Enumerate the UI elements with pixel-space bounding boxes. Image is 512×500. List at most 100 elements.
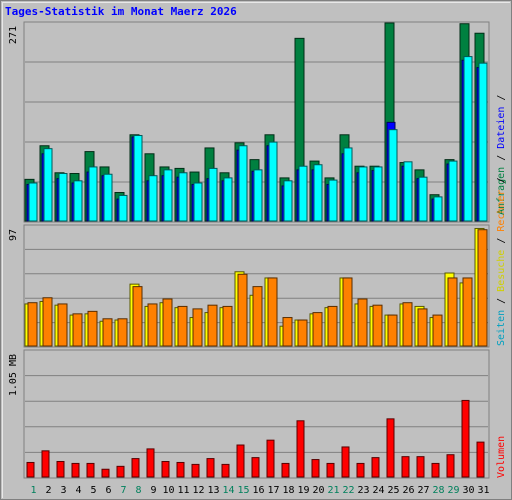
bar-volume-volumen-5 [86,462,95,478]
x-tick-label: 17 [267,485,279,496]
bar-requests-seiten-29 [448,160,458,222]
bar-volume-volumen-9 [146,448,155,478]
legend-group: Anfragen / Dateien / [496,95,507,215]
bar-requests-seiten-19 [298,165,308,222]
x-tick-label: 3 [60,485,66,496]
bar-volume-volumen-23 [356,462,365,478]
bar-volume-volumen-21 [326,462,335,478]
bar-volume-volumen-28 [431,462,440,478]
x-tick-label: 24 [372,485,384,496]
legend-separator: / [496,292,507,310]
x-tick-label: 27 [417,485,429,496]
bar-visits-rechner-14 [222,305,233,347]
bar-volume-volumen-15 [236,444,245,478]
bar-requests-seiten-15 [238,145,248,222]
series-volumen [26,399,485,478]
x-tick-label: 15 [237,485,249,496]
bar-visits-rechner-8 [132,286,143,347]
bar-volume-volumen-6 [101,468,110,478]
x-tick-label: 16 [252,485,264,496]
legend-besuche: Besuche [496,250,507,292]
bar-requests-seiten-23 [358,166,368,222]
bar-visits-rechner-3 [57,303,68,347]
x-tick-label: 18 [282,485,294,496]
bar-visits-rechner-6 [102,318,113,347]
bar-requests-seiten-3 [58,173,68,222]
bar-visits-rechner-28 [432,314,443,347]
legend: Anfragen / Dateien / Seiten / Besuche / … [496,95,507,478]
x-tick-label: 5 [90,485,96,496]
x-tick-label: 20 [312,485,324,496]
x-tick-label: 30 [462,485,474,496]
bar-volume-volumen-12 [191,463,200,478]
bar-visits-rechner-18 [282,317,293,347]
x-tick-label: 8 [135,485,141,496]
bar-volume-volumen-27 [416,456,425,478]
bar-volume-volumen-17 [266,439,275,478]
bar-volume-volumen-13 [206,458,215,478]
x-tick-label: 1 [30,485,36,496]
bar-visits-rechner-17 [267,277,278,347]
bar-visits-rechner-5 [87,310,98,347]
bar-volume-volumen-10 [161,460,170,478]
bar-requests-seiten-31 [478,62,488,222]
legend-separator: / [496,177,507,189]
bar-visits-rechner-1 [27,302,38,347]
bar-requests-seiten-21 [328,179,338,222]
bar-volume-volumen-2 [41,450,50,478]
bar-requests-seiten-18 [283,180,293,222]
bar-visits-rechner-12 [192,308,203,347]
bar-visits-rechner-21 [327,305,338,347]
x-tick-label: 26 [402,485,414,496]
bar-volume-volumen-26 [401,456,410,478]
bar-volume-volumen-11 [176,461,185,478]
bar-visits-rechner-16 [252,286,263,347]
legend-separator: / [496,95,507,107]
bar-visits-rechner-29 [447,277,458,347]
bar-volume-volumen-19 [296,420,305,478]
chart-title: Tages-Statistik im Monat Maerz 2026 [5,5,237,18]
bar-volume-volumen-8 [131,458,140,478]
bar-volume-volumen-25 [386,418,395,478]
x-tick-label: 9 [150,485,156,496]
bar-requests-seiten-1 [28,182,38,222]
x-tick-label: 11 [177,485,189,496]
bar-visits-rechner-30 [462,277,473,347]
x-tick-label: 10 [162,485,174,496]
bar-requests-seiten-14 [223,177,233,222]
bar-visits-rechner-10 [162,298,173,347]
panel-visits: 97 [8,224,490,348]
x-tick-label: 12 [192,485,204,496]
legend-dateien: Dateien [496,107,507,149]
legend-rechner: Rechner [496,189,507,231]
x-tick-label: 22 [342,485,354,496]
bar-visits-rechner-31 [477,229,488,347]
bar-visits-rechner-22 [342,277,353,347]
y-max-label: 271 [8,26,19,44]
bar-requests-seiten-25 [388,129,398,222]
x-axis: 1 2 3 4 5 6 7 8 9 10 11 12 13 14 15 16 17 18 19 20 21 22 23 24 2… [30,485,489,496]
bar-visits-rechner-23 [357,298,368,347]
x-tick-label: 23 [357,485,369,496]
series-rechner [27,229,488,347]
legend-anfragen: Anfragen [496,167,507,215]
bar-visits-rechner-4 [72,313,83,347]
legend-group: Seiten / Besuche / Rechner / [496,177,507,346]
bar-visits-rechner-9 [147,303,158,347]
bar-requests-seiten-30 [463,56,473,222]
bar-requests-seiten-22 [343,147,353,222]
y-max-label: 97 [8,229,19,241]
bar-visits-rechner-24 [372,304,383,347]
bar-requests-seiten-11 [178,172,188,222]
x-tick-label: 13 [207,485,219,496]
bar-requests-seiten-16 [253,169,263,222]
x-tick-label: 21 [327,485,339,496]
bar-visits-rechner-11 [177,305,188,347]
bar-volume-volumen-7 [116,465,125,478]
legend-separator: / [496,232,507,250]
x-tick-label: 29 [447,485,459,496]
bar-requests-seiten-17 [268,141,278,222]
bar-volume-volumen-16 [251,457,260,478]
